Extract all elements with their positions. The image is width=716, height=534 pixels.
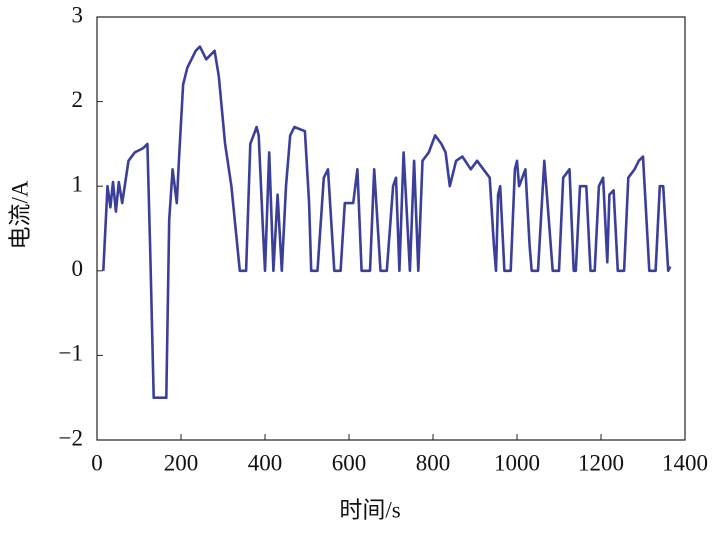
plot-frame xyxy=(96,16,686,441)
y-tick-label: 2 xyxy=(72,87,84,112)
y-tick-label: 3 xyxy=(72,2,84,27)
y-tick-label: 0 xyxy=(72,256,84,281)
y-tick-label: 1 xyxy=(72,171,84,196)
y-axis-label: 电流/A xyxy=(7,180,32,249)
x-tick-label: 1200 xyxy=(578,450,624,475)
x-axis-label: 时间/s xyxy=(339,497,400,522)
x-tick-label: 800 xyxy=(416,450,451,475)
x-tick-label: 1000 xyxy=(494,450,540,475)
x-tick-label: 200 xyxy=(164,450,199,475)
data-line xyxy=(102,45,672,399)
x-tick-label: 600 xyxy=(332,450,367,475)
y-tick-label: −1 xyxy=(59,341,83,366)
x-tick-label: 400 xyxy=(248,450,283,475)
y-tick-label: −2 xyxy=(59,425,83,450)
x-tick-label: 1400 xyxy=(662,450,708,475)
x-tick-label: 0 xyxy=(91,450,103,475)
